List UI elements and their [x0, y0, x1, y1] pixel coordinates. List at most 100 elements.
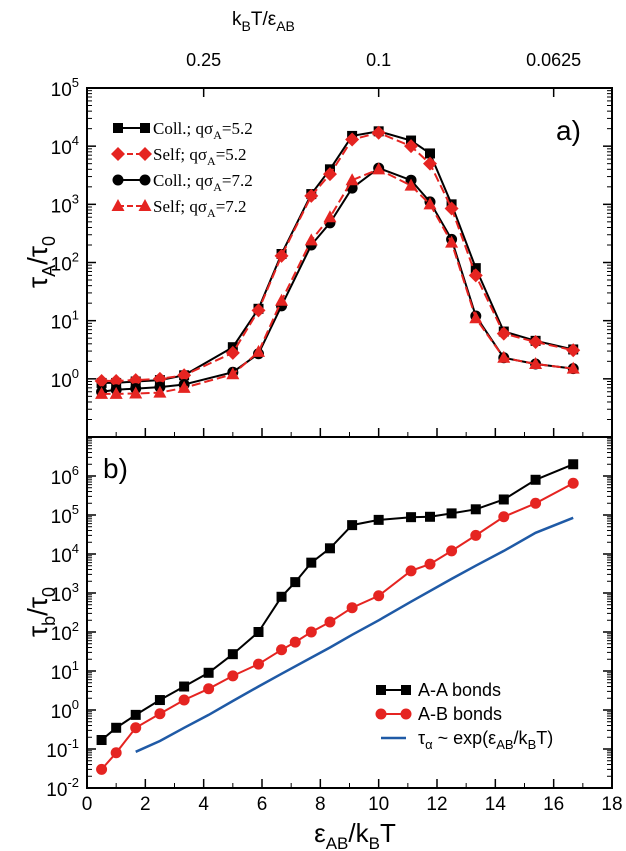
x-tick-label: 10	[368, 794, 389, 815]
data-point	[96, 763, 108, 775]
data-point	[446, 508, 457, 519]
data-point	[177, 380, 191, 393]
data-point	[346, 602, 358, 614]
data-point	[347, 520, 358, 531]
data-point	[528, 334, 543, 349]
data-point	[276, 644, 288, 656]
x-tick-label: 16	[543, 794, 564, 815]
y-tick-label: 10-1	[46, 736, 79, 762]
y-tick-label: 103	[51, 580, 79, 606]
data-point	[373, 514, 384, 525]
series-line	[101, 130, 574, 384]
data-point	[324, 543, 335, 554]
data-point	[227, 670, 239, 682]
x-tick-label: 6	[257, 794, 268, 815]
y-tick-label: 102	[51, 619, 79, 645]
data-point	[470, 529, 482, 541]
y-tick-label: 100	[51, 366, 79, 392]
y-tick-label: 101	[51, 308, 79, 334]
y-tick-label: 105	[51, 502, 79, 528]
data-point	[154, 708, 166, 720]
data-point	[425, 148, 435, 159]
data-point	[129, 386, 143, 399]
x-tick-label: 4	[198, 794, 209, 815]
data-point	[154, 695, 165, 706]
data-point	[498, 494, 509, 505]
panel-b: 10-2 10-1 100 101 102 103 104 105 106 0 2 4 6 8 10 12 14…	[22, 428, 623, 851]
panel-label: b)	[103, 453, 128, 484]
data-point	[130, 709, 141, 720]
data-point	[498, 511, 510, 523]
data-point	[203, 667, 214, 678]
data-point	[305, 626, 317, 638]
legend-marker	[139, 174, 151, 186]
legend-marker	[401, 685, 411, 695]
data-point	[203, 683, 215, 695]
data-point	[111, 722, 122, 733]
legend-label: A-B bonds	[418, 704, 502, 724]
data-point	[470, 504, 481, 515]
y-axis-label: τb/τ0	[22, 587, 59, 637]
data-point	[275, 293, 289, 306]
series-line	[101, 131, 574, 382]
data-point	[95, 386, 109, 399]
y-tick-label: 105	[51, 75, 79, 101]
x-tick-label: 18	[601, 794, 622, 815]
legend-marker	[140, 123, 150, 133]
series-line	[135, 516, 574, 753]
data-point	[94, 373, 109, 388]
x-axis-label: εAB/kBT	[314, 818, 396, 851]
series-line	[100, 482, 574, 771]
x-tick-label: 0	[82, 794, 93, 815]
y-tick-label: 103	[51, 191, 79, 217]
legend-label: Coll.; qσA=7.2	[153, 171, 253, 194]
data-point	[152, 371, 167, 386]
legend-marker	[138, 147, 152, 161]
data-point	[404, 139, 419, 154]
data-point	[425, 511, 435, 522]
data-point	[306, 557, 317, 568]
data-point	[177, 368, 192, 383]
y-tick-label: 100	[51, 697, 79, 723]
series-3	[95, 162, 580, 399]
data-point	[324, 616, 336, 628]
legend: A-A bonds A-B bonds τα ~ exp(εAB/kBT)	[375, 680, 553, 752]
data-point	[253, 627, 264, 637]
data-point	[252, 344, 265, 357]
data-point	[530, 474, 541, 485]
data-point	[406, 512, 417, 523]
data-point	[322, 167, 337, 182]
data-point	[423, 197, 437, 210]
series-0	[96, 459, 579, 746]
y-axis-label: τA/τ0	[22, 236, 59, 288]
data-point	[405, 565, 417, 577]
data-point	[96, 735, 107, 746]
data-point	[566, 361, 580, 374]
data-point	[497, 350, 511, 363]
data-point	[423, 156, 437, 171]
legend-label: τα ~ exp(εAB/kBT)	[418, 728, 553, 752]
data-point	[290, 577, 301, 588]
data-point	[566, 343, 581, 358]
data-point	[289, 636, 301, 648]
data-point	[109, 386, 123, 399]
legend-label: A-A bonds	[418, 680, 501, 700]
data-point	[444, 201, 459, 216]
legend-marker	[111, 147, 125, 161]
panel-label: a)	[556, 115, 581, 146]
legend-label: Self; qσA=5.2	[153, 145, 247, 168]
series-1	[94, 125, 581, 388]
data-point	[110, 747, 122, 759]
y-tick-label: 102	[51, 250, 79, 276]
data-point	[529, 356, 543, 369]
data-point	[130, 722, 142, 734]
top-x-tick-label: 0.1	[366, 50, 391, 70]
legend-label: Coll.; qσA=5.2	[153, 119, 253, 142]
series-2	[135, 516, 574, 753]
x-tick-label: 12	[426, 794, 447, 815]
data-point	[470, 263, 481, 274]
series-0	[96, 126, 579, 388]
data-point	[109, 373, 124, 388]
data-point	[304, 233, 318, 246]
